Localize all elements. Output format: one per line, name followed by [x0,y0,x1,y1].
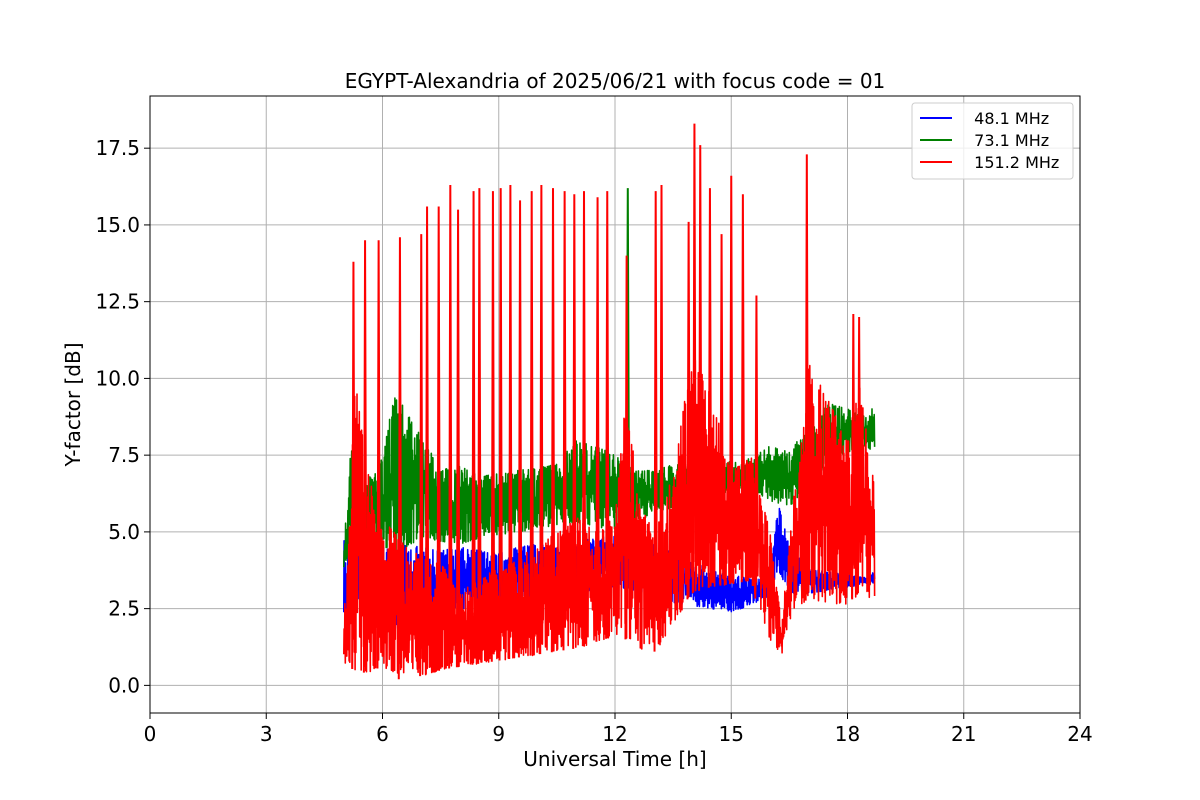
x-tick-label: 15 [719,722,744,746]
spike [498,188,503,661]
x-tick-label: 6 [376,722,389,746]
x-tick-label: 9 [492,722,505,746]
spike [436,206,441,671]
spike [471,191,476,665]
spike [692,123,697,593]
spike [424,206,430,675]
x-tick-label: 3 [260,722,273,746]
spike [605,191,610,639]
legend-label: 48.1 MHz [964,109,1049,128]
x-tick-label: 21 [951,722,976,746]
spike [653,191,658,652]
spike [376,240,381,669]
series-lines [343,123,876,680]
spike [624,255,629,640]
spike [729,175,734,585]
spike [550,188,556,653]
chart-title: EGYPT-Alexandria of 2025/06/21 with focu… [345,69,886,93]
spike [707,188,713,588]
spike [448,185,453,669]
y-axis-ticks: 0.0 2.5 5.0 7.5 10.0 12.5 15.0 17.5 [95,136,150,697]
spike [455,209,461,668]
spike [490,191,496,662]
series-line [343,397,876,568]
spike [517,200,523,658]
spike [508,185,513,659]
spike [659,185,664,643]
spike [740,194,746,583]
spike [581,191,587,647]
series-2 [343,123,876,680]
y-tick-label: 15.0 [95,213,140,237]
spike [397,237,403,680]
spike [686,221,691,600]
y-tick-label: 0.0 [108,673,140,697]
y-tick-label: 2.5 [108,597,140,621]
spike [572,194,577,649]
spike [477,188,482,664]
spike [698,145,703,591]
spike [529,191,534,656]
y-axis-label: Y-factor [dB] [61,342,85,467]
spike [719,234,724,586]
series-line [343,359,876,676]
legend-label: 151.2 MHz [964,153,1059,172]
y-tick-label: 10.0 [95,366,140,390]
spike [362,240,368,673]
x-tick-label: 18 [835,722,860,746]
grid [149,96,1081,713]
x-axis-label: Universal Time [h] [523,747,706,771]
legend-label: 73.1 MHz [964,131,1049,150]
x-tick-label: 24 [1067,722,1092,746]
legend-box [911,102,1074,180]
spike [562,191,567,651]
spike [856,317,862,594]
y-tick-label: 7.5 [108,443,140,467]
spike [351,261,356,670]
spike [419,234,424,677]
x-tick-label: 12 [602,722,627,746]
x-tick-label: 0 [144,722,157,746]
y-tick-label: 17.5 [95,136,140,160]
y-tick-label: 5.0 [108,520,140,544]
legend: 48.1 MHz 73.1 MHz 151.2 MHz [911,102,1074,180]
spike [595,197,600,642]
spike [754,295,759,599]
x-axis-ticks: 0 3 6 9 12 15 18 21 24 [144,713,1093,746]
y-tick-label: 12.5 [95,290,140,314]
spike [804,154,809,601]
spike [851,313,856,600]
spike [539,185,544,655]
